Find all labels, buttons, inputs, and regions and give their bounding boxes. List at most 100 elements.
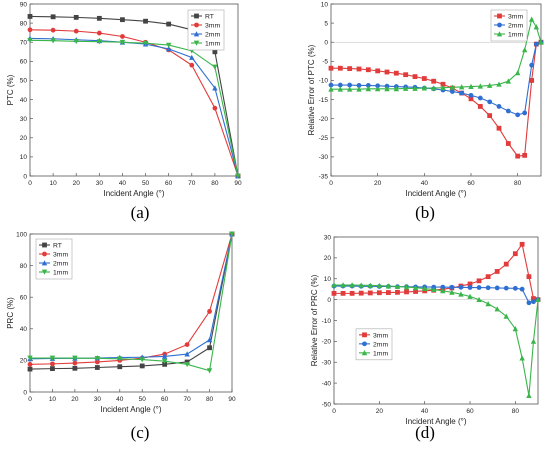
data-point-3mm	[212, 105, 218, 111]
x-tick-label: 90	[234, 180, 242, 187]
data-point-3mm	[404, 289, 409, 295]
data-point-1mm	[374, 86, 381, 92]
y-tick-label: 0	[23, 389, 27, 396]
data-point-3mm	[184, 342, 190, 347]
data-point-3mm	[27, 27, 33, 33]
data-point-2mm	[458, 284, 464, 290]
data-point-RT	[94, 365, 100, 370]
x-tick-label: 10	[49, 396, 57, 403]
data-point-2mm	[459, 90, 465, 96]
y-tick-label: -40	[322, 380, 332, 387]
legend-label: 2mm	[373, 341, 388, 348]
x-tick-label: 60	[466, 408, 474, 415]
series-1mm	[331, 282, 541, 399]
x-tick-label: 0	[332, 408, 336, 415]
x-tick-label: 60	[161, 396, 169, 403]
x-tick-label: 70	[183, 396, 191, 403]
legend-label: 2mm	[205, 31, 220, 38]
data-point-2mm	[189, 54, 195, 60]
data-point-3mm	[367, 290, 373, 296]
data-point-2mm	[375, 83, 381, 89]
data-point-1mm	[27, 355, 33, 361]
x-axis-label: Incident Angle (°)	[103, 189, 164, 198]
data-point-1mm	[486, 82, 493, 88]
data-point-3mm	[72, 360, 78, 366]
legend-label: 1mm	[508, 31, 523, 38]
data-point-2mm	[487, 99, 493, 105]
data-point-1mm	[476, 296, 482, 303]
data-point-3mm	[477, 104, 483, 109]
data-point-1mm	[73, 38, 79, 45]
data-point-1mm	[142, 40, 149, 46]
data-point-3mm	[413, 289, 418, 294]
data-point-3mm	[467, 281, 473, 287]
data-point-1mm	[467, 293, 473, 299]
x-tick-label: 80	[211, 180, 219, 187]
data-point-3mm	[403, 72, 409, 78]
data-point-1mm	[358, 282, 364, 288]
legend-label: 3mm	[373, 332, 388, 339]
y-tick-label: 10	[321, 1, 329, 8]
data-point-3mm	[496, 125, 502, 131]
data-point-3mm	[522, 152, 528, 158]
data-point-1mm	[477, 83, 484, 89]
legend-label: RT	[205, 13, 214, 20]
data-point-2mm	[165, 46, 172, 52]
legend-swatch-marker	[361, 350, 368, 356]
chart-panel-d: 0 20 40 60 80 30 20 10 0 -10 -20 -30 -40 -50 Incident …	[310, 234, 541, 442]
data-point-1mm	[161, 358, 168, 364]
data-point-2mm	[206, 337, 213, 343]
legend-swatch-marker	[42, 242, 47, 248]
legend-swatch-marker	[194, 22, 199, 28]
y-tick-label: 50	[20, 78, 28, 85]
y-tick-label: -25	[319, 135, 329, 142]
y-tick-label: 70	[20, 40, 28, 47]
y-tick-label: 0	[324, 40, 328, 47]
data-point-3mm	[96, 30, 102, 36]
x-tick-label: 50	[142, 180, 150, 187]
x-tick-label: 80	[514, 180, 522, 187]
y-tick-label: 0	[23, 173, 27, 180]
data-point-1mm	[402, 85, 409, 91]
x-tick-label: 20	[73, 180, 81, 187]
plot-frame	[29, 3, 239, 177]
data-point-3mm	[337, 65, 343, 71]
legend-swatch-marker	[362, 332, 367, 338]
data-point-3mm	[94, 359, 100, 365]
data-point-3mm	[519, 241, 525, 247]
legend-swatch-marker	[41, 269, 48, 275]
series-1mm	[27, 37, 241, 179]
series-line-RT	[29, 233, 233, 370]
data-point-1mm	[346, 86, 353, 92]
data-point-1mm	[421, 285, 428, 291]
legend-swatch-marker	[194, 13, 199, 19]
data-point-1mm	[458, 291, 464, 297]
data-point-2mm	[449, 284, 455, 290]
series-3mm	[328, 39, 544, 159]
x-tick-label: 30	[96, 180, 104, 187]
x-tick-label: 90	[228, 396, 236, 403]
series-1mm	[27, 231, 235, 374]
data-point-RT	[162, 361, 168, 367]
data-point-3mm	[347, 66, 353, 71]
data-point-1mm	[403, 284, 410, 290]
y-axis-label: Relative Error of PRC (%)	[310, 274, 319, 366]
data-point-RT	[50, 366, 55, 372]
y-tick-label: 30	[324, 234, 332, 241]
data-point-3mm	[376, 290, 382, 296]
data-point-2mm	[529, 62, 535, 68]
data-point-1mm	[349, 282, 355, 288]
chart-panel-c: 0 10 20 30 40 50 60 70 80 90 0 20 40 60 80 100 Incident …	[6, 231, 236, 442]
data-point-1mm	[458, 84, 465, 90]
y-tick-label: 100	[16, 231, 27, 238]
data-point-1mm	[494, 306, 500, 312]
y-tick-label: 90	[20, 1, 28, 8]
data-point-RT	[207, 345, 212, 351]
series-3mm	[331, 241, 541, 303]
data-point-RT	[72, 365, 78, 371]
data-point-1mm	[468, 83, 474, 89]
data-point-2mm	[515, 112, 521, 118]
y-tick-label: 10	[20, 154, 28, 161]
data-point-1mm	[538, 39, 544, 45]
